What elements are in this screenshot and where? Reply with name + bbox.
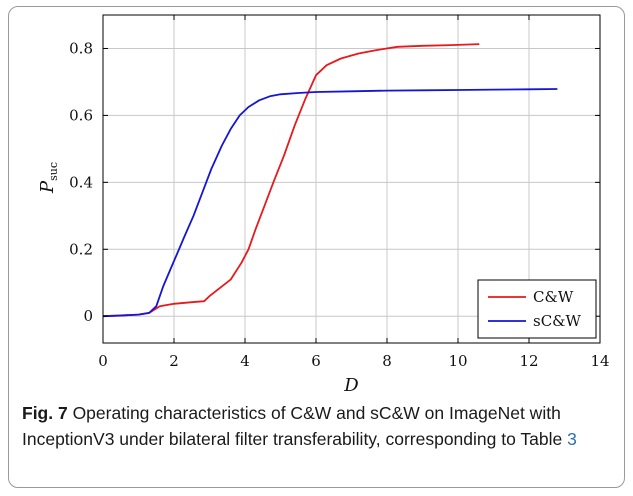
x-tick-label: 10 bbox=[448, 352, 467, 370]
legend-box bbox=[477, 279, 597, 339]
y-axis-title: Psuc bbox=[37, 162, 60, 194]
y-tick-label: 0.8 bbox=[69, 39, 93, 57]
line-chart: 0 2 4 6 8 10 12 14 0 0.2 0.4 0.6 0.8 D Psuc C&W sC&W bbox=[37, 14, 610, 396]
legend: C&W sC&W bbox=[477, 279, 597, 339]
y-tick-label: 0 bbox=[83, 307, 93, 325]
x-tick-label: 2 bbox=[169, 352, 179, 370]
x-tick-label: 12 bbox=[519, 352, 538, 370]
figure-label: Fig. 7 bbox=[22, 403, 68, 423]
legend-label: sC&W bbox=[533, 312, 582, 330]
y-tick-label: 0.2 bbox=[69, 240, 93, 258]
caption-text: Operating characteristics of C&W and sC&… bbox=[22, 403, 568, 449]
series-line-sc-w bbox=[102, 88, 558, 318]
y-tick-label: 0.4 bbox=[69, 173, 93, 191]
plot-frame bbox=[102, 14, 601, 344]
x-axis-title: D bbox=[343, 375, 359, 396]
table-reference-link[interactable]: 3 bbox=[567, 429, 577, 449]
y-axis-title-subscript: suc bbox=[47, 162, 60, 181]
series-lines bbox=[102, 43, 558, 318]
y-tick-label: 0.6 bbox=[69, 106, 93, 124]
figure-caption: Fig. 7 Operating characteristics of C&W … bbox=[22, 400, 617, 452]
x-tick-label: 4 bbox=[240, 352, 250, 370]
tick-labels: 0 2 4 6 8 10 12 14 0 0.2 0.4 0.6 0.8 bbox=[69, 39, 609, 370]
y-axis-title-main: P bbox=[37, 180, 58, 194]
ticks bbox=[102, 15, 601, 343]
x-tick-label: 14 bbox=[590, 352, 609, 370]
series-line-c-w bbox=[102, 43, 480, 318]
x-tick-label: 0 bbox=[98, 352, 108, 370]
legend-label: C&W bbox=[533, 288, 574, 306]
x-tick-label: 6 bbox=[311, 352, 321, 370]
x-tick-label: 8 bbox=[382, 352, 392, 370]
